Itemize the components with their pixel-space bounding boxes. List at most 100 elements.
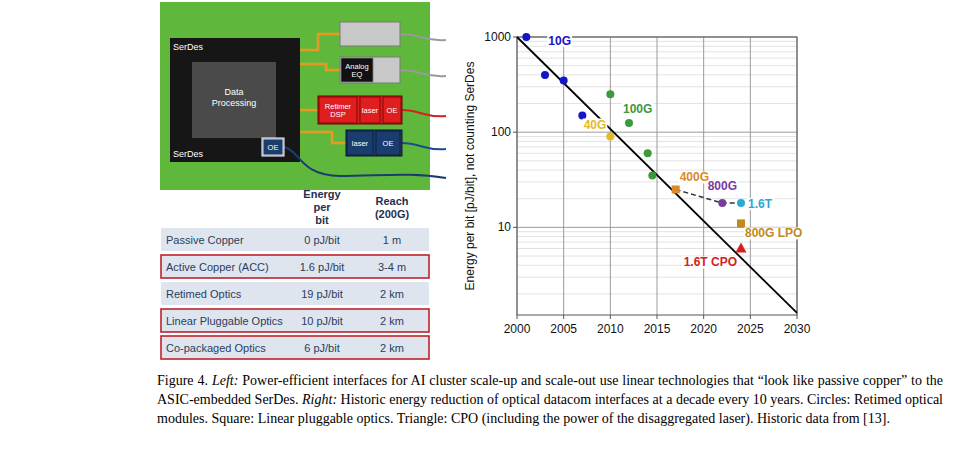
tick [797, 315, 798, 319]
tick [517, 315, 518, 319]
chip-label: SerDes [173, 149, 204, 159]
series-label: 100G [623, 102, 652, 116]
module [340, 57, 400, 83]
table-cell: 2 km [380, 342, 404, 354]
series-label: 10G [548, 34, 571, 48]
module-part [383, 97, 401, 123]
chip-core-label: DataProcessing [212, 87, 257, 108]
module [346, 130, 402, 156]
cable [400, 34, 446, 40]
cable [402, 143, 446, 149]
label-patch [547, 35, 572, 47]
table-cell: Passive Copper [166, 234, 244, 246]
marker [737, 219, 745, 227]
marker [648, 172, 656, 180]
module-part [376, 131, 400, 155]
cable [400, 70, 446, 76]
trace [300, 34, 340, 50]
module [340, 22, 400, 46]
table-cell: 10 pJ/bit [301, 315, 343, 327]
table-row-highlighted [161, 255, 429, 278]
tick-label: 2020 [690, 322, 717, 336]
chart: 1010010002000200520102015202020252030Ene… [463, 30, 811, 336]
table-cell: 6 pJ/bit [304, 342, 339, 354]
caption-text: Figure 4. [157, 373, 208, 388]
chip [170, 38, 300, 162]
series-label: 400G [680, 170, 709, 184]
series-label: 40G [584, 118, 607, 132]
tick-label: 2000 [504, 322, 531, 336]
marker [625, 119, 633, 127]
table-cell: 1.6 pJ/bit [300, 261, 345, 273]
table-cell: Linear Pluggable Optics [166, 315, 283, 327]
series-label: 1.6T [748, 197, 773, 211]
table-cell: 0 pJ/bit [304, 234, 339, 246]
cable [402, 110, 446, 116]
grid-line [750, 37, 751, 315]
module-part [341, 58, 373, 82]
table-cell: 2 km [380, 315, 404, 327]
series-label: 800G [708, 179, 737, 193]
series-labels: 10G100G40G400G800G1.6T800G LPO1.6T CPO [547, 34, 803, 269]
table-row [161, 282, 429, 305]
tick-label: 2015 [644, 322, 671, 336]
tick-label: 2025 [737, 322, 764, 336]
tick [657, 315, 658, 319]
caption-text: Left: [212, 373, 238, 388]
marker [718, 199, 726, 207]
table-cell: Active Copper (ACC) [166, 261, 269, 273]
plot-background [517, 37, 797, 315]
chip-core [192, 62, 276, 138]
module-label: OE [268, 143, 279, 152]
series-label: 1.6T CPO [684, 255, 737, 269]
label-patch [622, 103, 653, 115]
tick-label: 100 [491, 125, 511, 139]
tick [610, 315, 611, 319]
board-diagram: SerDes DataProcessing SerDes [160, 2, 430, 190]
module-label: RetimerDSP [325, 102, 352, 119]
label-patch [583, 119, 608, 131]
caption: Figure 4. Left: Power-efficient interfac… [157, 371, 943, 428]
table-header: Energyperbit [303, 188, 341, 226]
tick-label: 2010 [597, 322, 624, 336]
table-cell: 3-4 m [378, 261, 406, 273]
module-label: OE [383, 139, 394, 148]
table-cell: Retimed Optics [166, 288, 242, 300]
table-cell: 1 m [383, 234, 401, 246]
table-cell: 19 pJ/bit [301, 288, 343, 300]
tick [513, 132, 517, 133]
module-part [347, 131, 373, 155]
module-label: laser [362, 106, 379, 115]
line [517, 37, 797, 313]
plot-frame [517, 37, 797, 315]
tick [703, 315, 704, 319]
table-cell: Co-packaged Optics [166, 342, 266, 354]
marker [672, 185, 680, 193]
table-cell: 2 km [380, 288, 404, 300]
tick [513, 227, 517, 228]
marker [644, 149, 652, 157]
label-patch [747, 198, 774, 210]
plot-data [517, 33, 797, 313]
tick-label: 10 [498, 220, 512, 234]
tick-label: 2005 [550, 322, 577, 336]
module-part [360, 97, 380, 123]
trace [300, 64, 340, 70]
module-part [319, 97, 357, 123]
tick [563, 315, 564, 319]
marker [736, 242, 747, 252]
trace [300, 109, 318, 112]
marker [606, 133, 614, 141]
module-label: laser [352, 139, 369, 148]
chip-label: SerDes [173, 42, 204, 52]
tick [750, 315, 751, 319]
label-texts: 10G100G40G400G800G1.6T800G LPO1.6T CPO [548, 34, 802, 269]
module-label: OE [387, 106, 398, 115]
module-label: AnalogEQ [345, 62, 368, 79]
trace [300, 132, 346, 143]
table-row [161, 228, 429, 251]
module-part [263, 139, 283, 155]
label-patches [547, 35, 803, 268]
table-header: Reach(200G) [375, 195, 410, 220]
module [262, 138, 284, 156]
